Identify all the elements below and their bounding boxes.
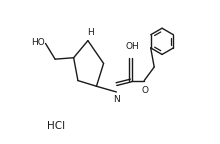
Text: N: N bbox=[113, 95, 120, 104]
Text: OH: OH bbox=[126, 42, 139, 51]
Text: HCl: HCl bbox=[47, 121, 65, 131]
Text: O: O bbox=[141, 86, 148, 95]
Text: HO: HO bbox=[31, 38, 44, 47]
Text: H: H bbox=[87, 28, 94, 37]
